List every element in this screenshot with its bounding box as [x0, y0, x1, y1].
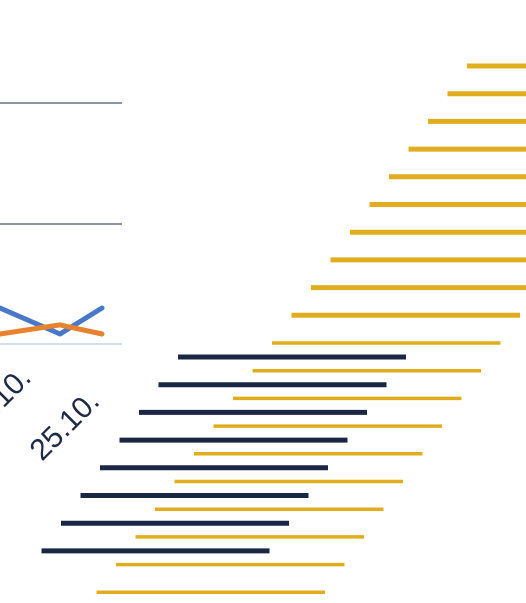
x-tick-label-partial: …10.: [0, 361, 38, 435]
x-tick-label-25-10: 25.10.: [24, 385, 106, 467]
gold-bar-series: [97, 66, 526, 592]
